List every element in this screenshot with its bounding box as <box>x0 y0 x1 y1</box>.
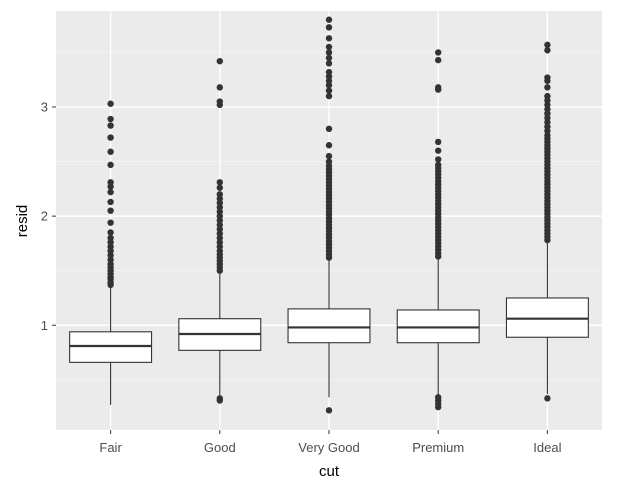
outlier-point <box>325 92 333 100</box>
box-group-premium <box>396 49 480 411</box>
y-tick-label: 3 <box>41 100 48 115</box>
x-tick-label: Ideal <box>533 440 561 455</box>
outlier-point <box>107 148 114 155</box>
outlier-point <box>216 397 223 404</box>
outlier-point <box>325 54 333 62</box>
outlier-point <box>325 125 333 133</box>
outlier-point <box>325 60 333 67</box>
outlier-point <box>107 100 114 107</box>
outlier-point <box>325 152 333 160</box>
outlier-point <box>544 236 551 244</box>
box-group-very-good <box>287 16 371 414</box>
outlier-point <box>544 47 551 54</box>
outlier-point <box>435 49 442 56</box>
box-group-fair <box>69 100 153 405</box>
outlier-point <box>107 134 114 141</box>
outlier-point <box>435 156 442 163</box>
outlier-point <box>325 81 333 89</box>
outlier-point <box>107 198 114 206</box>
outlier-point <box>107 188 114 196</box>
outlier-point <box>216 101 223 109</box>
outlier-point <box>107 161 114 169</box>
y-tick-label: 2 <box>41 209 48 224</box>
outlier-point <box>325 43 333 51</box>
outlier-point <box>435 147 442 154</box>
x-tick-label: Very Good <box>298 440 359 455</box>
outlier-point <box>544 77 551 85</box>
x-tick-label: Good <box>204 440 236 455</box>
y-axis-title: resid <box>14 205 31 238</box>
outlier-point <box>107 122 114 129</box>
outlier-point <box>107 115 114 123</box>
outlier-point <box>435 138 442 146</box>
outlier-point <box>107 183 114 190</box>
outlier-point <box>216 184 223 191</box>
outlier-point <box>325 407 333 414</box>
outlier-point <box>216 57 223 65</box>
box-iqr <box>287 308 371 344</box>
box-group-good <box>178 57 262 404</box>
outlier-point <box>107 219 114 226</box>
outlier-point <box>435 403 442 411</box>
outlier-point <box>216 84 223 91</box>
outlier-point <box>325 142 333 149</box>
outlier-point <box>435 56 442 64</box>
x-tick-label: Fair <box>99 440 122 455</box>
x-tick-label: Premium <box>412 440 464 455</box>
outlier-point <box>325 24 333 31</box>
outlier-point <box>544 84 551 91</box>
outlier-point <box>325 35 333 42</box>
box-marks <box>69 16 589 414</box>
outlier-point <box>435 253 442 260</box>
outlier-point <box>107 281 114 289</box>
x-axis: Fair Good Very Good Premium Ideal <box>99 430 562 455</box>
y-axis: 1 2 3 <box>41 100 56 333</box>
outlier-point <box>325 254 333 261</box>
outlier-point <box>325 87 333 94</box>
outlier-point <box>544 41 551 49</box>
outlier-point <box>325 49 333 56</box>
x-axis-title: cut <box>319 463 340 480</box>
outlier-point <box>107 207 114 214</box>
box-group-ideal <box>505 41 589 402</box>
outlier-point <box>216 267 223 274</box>
y-tick-label: 1 <box>41 318 48 333</box>
outlier-point <box>107 229 114 236</box>
outlier-point <box>435 86 442 93</box>
outlier-point <box>325 16 333 23</box>
outlier-point <box>216 179 223 186</box>
outlier-point <box>544 395 551 402</box>
